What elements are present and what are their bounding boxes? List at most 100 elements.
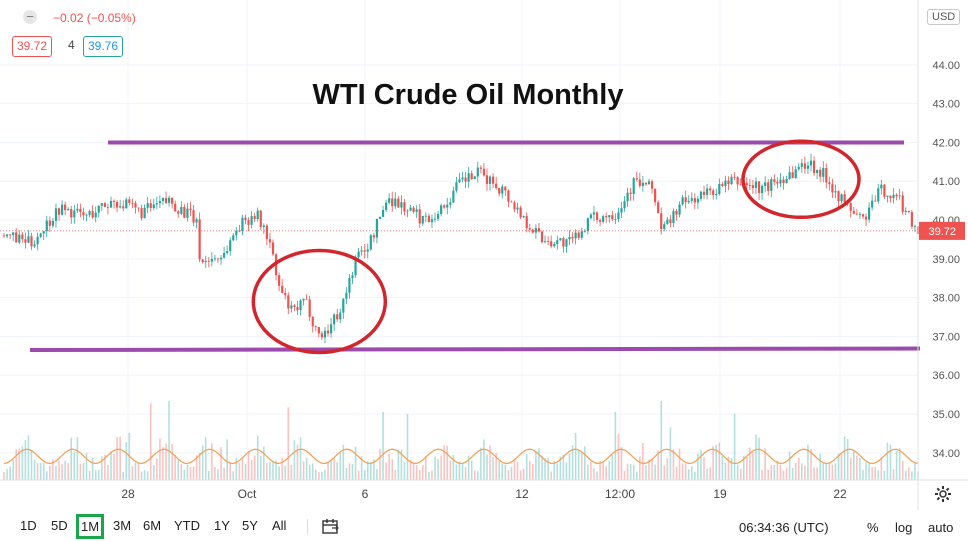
volume-bar	[324, 469, 326, 480]
volume-bar	[761, 469, 763, 480]
volume-bar	[617, 433, 620, 480]
candle-body	[39, 233, 42, 237]
currency-badge[interactable]: USD	[927, 9, 961, 25]
candle-body	[495, 183, 498, 189]
volume-bar	[49, 465, 51, 480]
timeframe-6m-button[interactable]: 6M	[143, 518, 162, 533]
candle-body	[583, 231, 586, 232]
percent-scale-button[interactable]: %	[867, 520, 879, 535]
candle-body	[669, 219, 672, 224]
timeframe-ytd-button[interactable]: YTD	[174, 518, 200, 533]
candle-body	[278, 275, 281, 286]
volume-bar	[639, 456, 641, 480]
timeframe-all-button[interactable]: All	[272, 518, 287, 533]
candle-body	[311, 316, 314, 327]
candle-body	[543, 241, 547, 243]
log-scale-button[interactable]: log	[895, 520, 913, 535]
candle-body	[85, 214, 88, 216]
gear-icon[interactable]	[934, 485, 952, 503]
ask-price-box[interactable]: 39.76	[83, 36, 124, 57]
resistance-highlight-circle	[741, 139, 861, 220]
timeframe-1y-button[interactable]: 1Y	[214, 518, 230, 533]
candle-body	[253, 216, 256, 220]
candle-body	[504, 186, 507, 191]
candle-body	[681, 197, 684, 205]
candle-body	[167, 197, 171, 203]
candle-body	[574, 232, 577, 239]
candle-body	[103, 203, 106, 207]
auto-scale-button[interactable]: auto	[928, 520, 954, 535]
candle-body	[623, 201, 626, 209]
volume-bar	[510, 466, 513, 480]
volume-bar	[908, 467, 910, 480]
volume-bar	[629, 463, 632, 480]
timeframe-5y-button[interactable]: 5Y	[242, 518, 258, 533]
volume-bar	[296, 444, 299, 480]
volume-bar	[428, 471, 430, 480]
candle-body	[5, 234, 9, 237]
candle-body	[174, 203, 177, 212]
candle-body	[345, 292, 348, 299]
candle-body	[550, 241, 553, 247]
volume-bar	[373, 459, 375, 480]
volume-bar	[278, 466, 280, 480]
volume-bar	[64, 460, 66, 480]
volume-bar	[782, 470, 785, 480]
candle-body	[446, 204, 449, 208]
candle-body	[712, 190, 715, 196]
candle-body	[73, 210, 76, 218]
volume-bar	[562, 454, 565, 480]
minus-icon[interactable]: −	[23, 10, 37, 24]
candle-body	[244, 217, 247, 221]
timeframe-5d-button[interactable]: 5D	[51, 518, 68, 533]
volume-bar	[626, 463, 629, 480]
price-tick-label: 36.00	[932, 370, 960, 382]
candle-body	[488, 176, 492, 184]
volume-bar	[125, 442, 128, 480]
candle-body	[60, 204, 64, 215]
utc-clock[interactable]: 06:34:36 (UTC)	[739, 520, 829, 535]
candle-body	[143, 207, 146, 219]
candle-body	[256, 210, 259, 220]
candle-body	[314, 326, 317, 328]
candle-body	[262, 225, 265, 227]
timeframe-1m-button[interactable]: 1M	[76, 514, 105, 539]
volume-bar	[532, 464, 534, 480]
candle-body	[803, 163, 806, 169]
volume-bar	[318, 471, 320, 480]
volume-bar	[354, 446, 357, 480]
time-tick-label: 19	[713, 487, 727, 501]
candle-body	[556, 240, 559, 245]
calendar-icon[interactable]	[322, 519, 340, 535]
candle-body	[226, 251, 229, 253]
price-tick-label: 44.00	[932, 60, 960, 72]
volume-bar	[247, 450, 250, 480]
candle-body	[336, 314, 339, 320]
candle-body	[54, 208, 58, 221]
volume-bar	[648, 459, 650, 480]
volume-bar	[229, 461, 232, 480]
bid-price-box[interactable]: 39.72	[12, 36, 53, 57]
volume-bar	[391, 459, 394, 480]
volume-bar	[703, 457, 705, 480]
volume-bar	[113, 453, 115, 480]
candle-body	[443, 205, 446, 208]
candle-body	[357, 251, 360, 258]
timeframe-1d-button[interactable]: 1D	[20, 518, 37, 533]
volume-bar	[223, 467, 225, 480]
volume-bar	[758, 437, 760, 480]
candle-body	[455, 182, 458, 191]
volume-bar	[418, 470, 421, 480]
timeframe-3m-button[interactable]: 3M	[113, 518, 132, 533]
candle-body	[598, 219, 602, 222]
candle-body	[427, 215, 431, 223]
volume-bar	[263, 446, 265, 480]
candle-body	[886, 195, 889, 197]
candle-body	[595, 212, 599, 220]
volume-bar	[449, 460, 452, 480]
candle-body	[164, 198, 168, 203]
candle-body	[64, 204, 67, 211]
volume-bar	[819, 453, 821, 480]
candle-body	[268, 239, 272, 243]
